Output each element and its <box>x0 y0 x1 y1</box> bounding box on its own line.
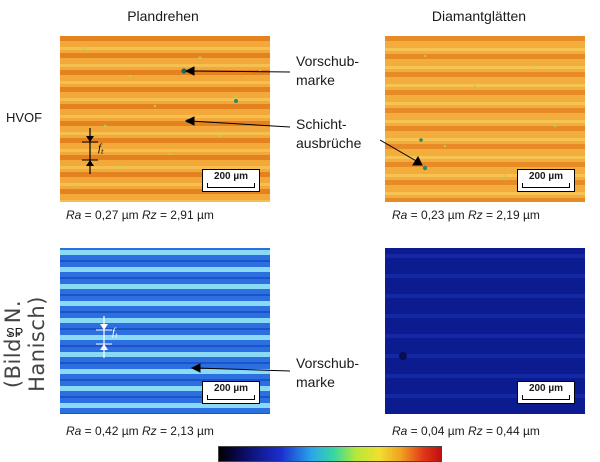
roughness-hvof-diamantglaetten: Ra = 0,23 µm Rz = 2,19 µm <box>392 208 540 222</box>
scale-bar: 200 µm <box>202 169 260 192</box>
feed-dimension-arrows <box>82 128 98 174</box>
image-credit: (Bild: N. Hanisch) <box>1 296 49 392</box>
scale-bar: 200 µm <box>202 381 260 404</box>
roughness-sp-plandrehen: Ra = 0,42 µm Rz = 2,13 µm <box>66 424 214 438</box>
micrograph-hvof-diamantglaetten: 200 µm <box>385 36 585 202</box>
row-label-sp: SP <box>6 325 24 340</box>
micrograph-sp-plandrehen: 200 µm <box>60 248 270 414</box>
micrograph-sp-diamantglaetten: 200 µm <box>385 248 585 414</box>
scale-bar: 200 µm <box>517 169 575 192</box>
feed-label-top: ft <box>98 142 104 157</box>
column-title-plandrehen: Plandrehen <box>127 8 199 24</box>
annotation-schichtausbrueche: Schicht- ausbrüche <box>296 116 362 151</box>
scale-bar: 200 µm <box>517 381 575 404</box>
roughness-hvof-plandrehen: Ra = 0,27 µm Rz = 2,91 µm <box>66 208 214 222</box>
column-title-diamantglaetten: Diamantglätten <box>431 8 527 24</box>
color-scale-bar <box>218 446 442 462</box>
feed-label-bottom: ft <box>112 326 118 341</box>
feed-dimension-arrows <box>96 316 112 358</box>
annotation-vorschubmarke-top: Vorschub- marke <box>296 53 360 88</box>
roughness-sp-diamantglaetten: Ra = 0,04 µm Rz = 0,44 µm <box>392 424 540 438</box>
row-label-hvof: HVOF <box>6 110 43 125</box>
micrograph-hvof-plandrehen: 200 µm <box>60 36 270 202</box>
annotation-vorschubmarke-bottom: Vorschub- marke <box>296 355 360 390</box>
